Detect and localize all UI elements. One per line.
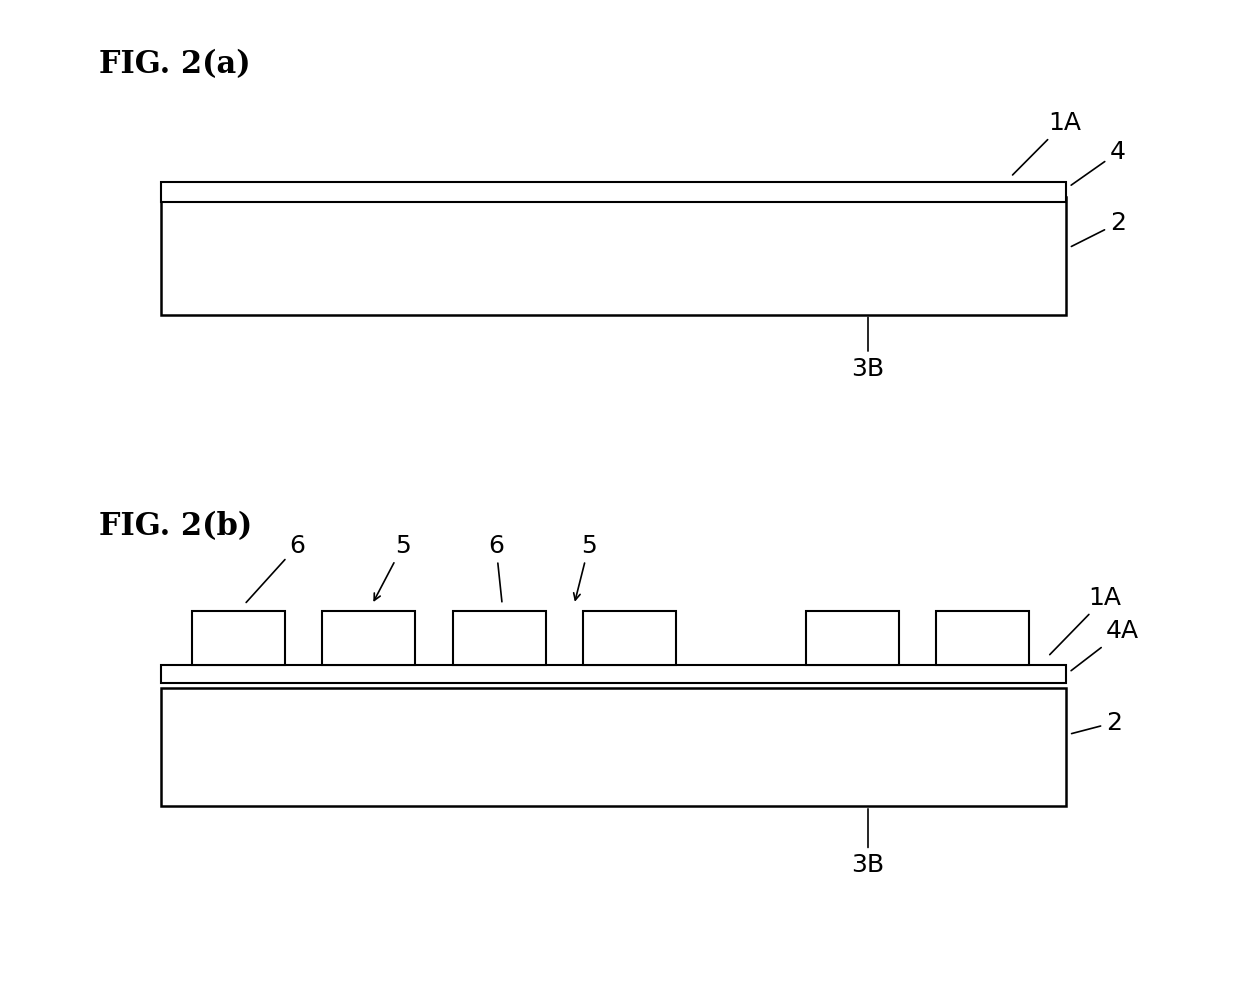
FancyBboxPatch shape (161, 182, 1066, 202)
FancyBboxPatch shape (161, 665, 1066, 683)
FancyBboxPatch shape (453, 611, 546, 665)
Text: 4: 4 (1071, 141, 1126, 185)
Text: 3B: 3B (852, 809, 884, 877)
Text: 5: 5 (574, 534, 596, 600)
Text: 1A: 1A (1013, 111, 1081, 175)
Text: 4A: 4A (1071, 619, 1140, 670)
FancyBboxPatch shape (322, 611, 415, 665)
Text: FIG. 2(b): FIG. 2(b) (99, 511, 253, 543)
Text: FIG. 2(a): FIG. 2(a) (99, 49, 250, 81)
FancyBboxPatch shape (936, 611, 1029, 665)
Text: 1A: 1A (1050, 586, 1122, 655)
FancyBboxPatch shape (161, 688, 1066, 806)
Text: 2: 2 (1071, 711, 1122, 734)
Text: 2: 2 (1071, 211, 1126, 247)
FancyBboxPatch shape (583, 611, 676, 665)
Text: 3B: 3B (852, 318, 884, 380)
Text: 6: 6 (247, 534, 305, 603)
FancyBboxPatch shape (806, 611, 899, 665)
FancyBboxPatch shape (192, 611, 285, 665)
Text: 6: 6 (489, 534, 503, 602)
FancyBboxPatch shape (161, 197, 1066, 315)
Text: 5: 5 (374, 534, 410, 601)
